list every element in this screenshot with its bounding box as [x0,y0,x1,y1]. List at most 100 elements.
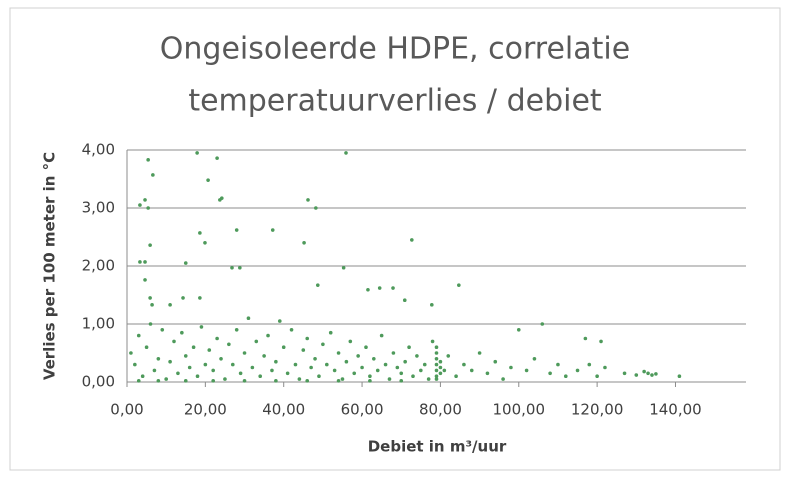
point [172,339,176,344]
point [219,357,223,361]
x-tick-label: 20,00 [184,401,227,419]
point [583,336,588,341]
point [317,374,321,379]
point [258,374,263,379]
point [285,371,290,376]
point [391,286,395,290]
point [198,231,202,235]
point [368,374,372,379]
x-tick-label: 40,00 [262,401,305,419]
point [457,283,461,287]
point [203,362,208,367]
point [328,330,333,335]
point [270,368,274,373]
point [411,374,415,379]
point [293,362,298,367]
point [207,348,212,352]
point [281,345,286,350]
point [462,362,466,367]
point [199,325,204,329]
point [136,333,141,338]
point [309,365,313,370]
point [277,319,282,323]
point [183,354,188,358]
point [501,377,505,381]
point [352,371,357,376]
point [148,243,152,247]
point [563,374,568,379]
point [306,198,310,202]
point [419,368,423,373]
point [242,351,247,355]
point [274,379,278,383]
point [227,342,231,347]
point [434,368,439,373]
point [238,371,243,376]
point [434,351,439,355]
point [438,359,443,364]
point [516,328,521,332]
point [211,379,215,383]
x-axis-label: Debiet in m³/uur [368,438,507,456]
point [195,374,200,379]
point [446,354,451,358]
point [383,362,388,367]
x-tick-label: 140,00 [649,401,702,419]
point [634,373,639,377]
x-tick-label: 120,00 [571,401,624,419]
point [454,374,458,379]
point [230,265,234,270]
point [434,374,439,379]
point [305,379,310,383]
point [129,351,133,355]
point [138,260,142,264]
point [314,206,318,210]
point [215,336,219,341]
point [403,359,407,364]
point [302,241,306,245]
point [230,362,235,367]
x-tick-label: 80,00 [419,401,462,419]
point [140,374,145,379]
x-tick-label: 60,00 [341,401,384,419]
point [223,377,227,381]
point [399,371,404,376]
point [215,156,219,160]
point [429,303,434,307]
point [509,365,513,370]
point [395,365,400,370]
point [415,354,419,358]
point [646,371,650,376]
point [180,330,184,335]
point [198,296,202,300]
point [341,265,346,270]
point [375,368,380,373]
chart-title: Ongeisoleerde HDPE, correlatie [160,32,630,67]
point [402,298,407,303]
point [469,368,474,373]
point [548,371,552,376]
chart-title: temperatuurverlies / debiet [188,84,602,119]
y-tick-label: 4,00 [82,141,115,159]
point [218,198,222,202]
point [211,368,215,373]
point [143,260,147,264]
point [254,339,259,344]
point [599,339,603,344]
point [176,371,180,376]
point [399,379,404,383]
point [442,368,447,373]
point [187,365,192,370]
point [540,322,545,326]
point [340,377,345,381]
point [164,377,168,381]
point [344,359,349,364]
point [289,328,294,332]
x-tick-label: 0,00 [110,401,143,419]
point [344,151,348,155]
point [603,365,607,370]
point [325,362,329,367]
point [532,357,537,361]
point [426,377,431,381]
